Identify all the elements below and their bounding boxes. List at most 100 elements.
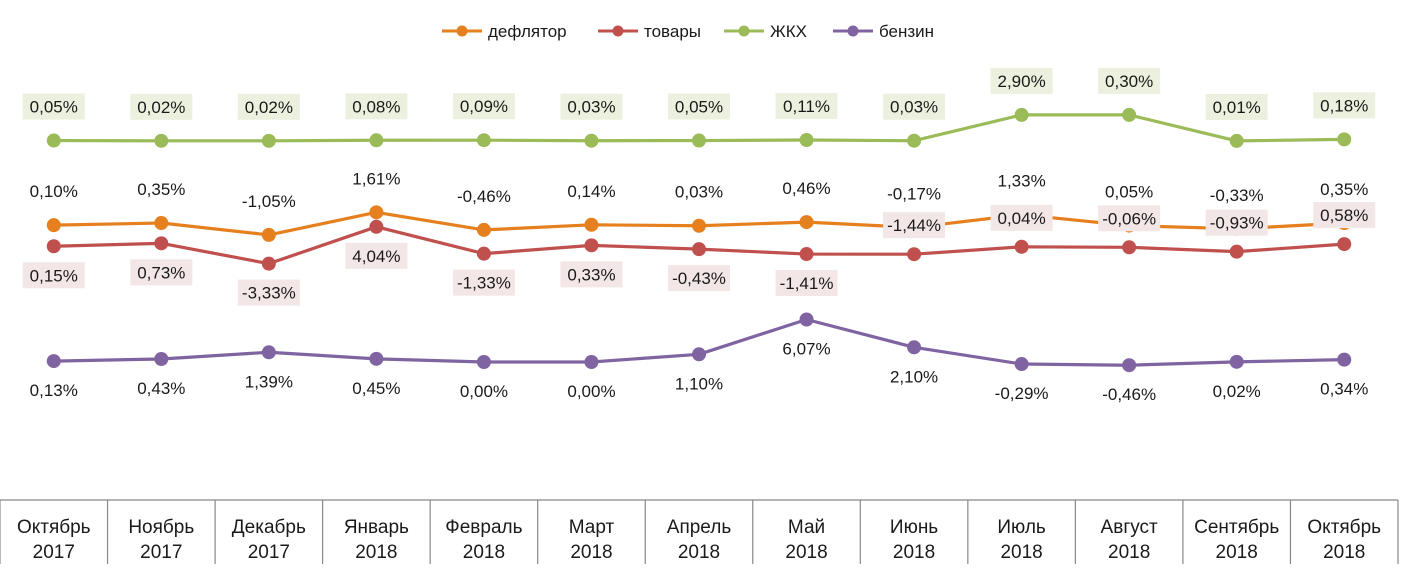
legend-label-goods: товары <box>644 22 701 41</box>
label-box-goods <box>130 259 193 286</box>
legend-marker-housing <box>738 25 750 37</box>
x-tick-year: 2018 <box>785 542 827 563</box>
point-gasoline <box>584 355 599 369</box>
x-tick-year: 2018 <box>1000 542 1042 563</box>
x-tick-month: Октябрь <box>1307 517 1381 538</box>
label-box-housing <box>775 93 838 120</box>
point-goods <box>1122 240 1137 255</box>
point-housing <box>907 133 922 148</box>
data-label-deflator: 0,46% <box>782 179 830 198</box>
label-box-housing <box>883 93 946 120</box>
data-label-gasoline: -0,29% <box>995 384 1049 403</box>
x-tick-month: Июнь <box>890 517 938 538</box>
x-tick-year: 2018 <box>1108 542 1150 563</box>
data-label-gasoline: 0,43% <box>137 379 185 398</box>
label-box-housing <box>345 93 408 120</box>
x-tick-month: Май <box>788 517 825 538</box>
data-label-goods: -0,93% <box>1210 214 1264 233</box>
x-tick-year: 2018 <box>463 542 505 563</box>
point-deflator <box>476 222 491 237</box>
x-tick-month: Январь <box>344 517 409 538</box>
label-box-goods <box>237 279 300 306</box>
point-gasoline <box>907 340 922 355</box>
label-box-goods <box>345 242 408 269</box>
label-box-housing <box>452 93 515 120</box>
point-goods <box>1337 237 1352 252</box>
point-deflator <box>369 205 384 220</box>
point-goods <box>369 219 384 234</box>
point-gasoline <box>692 347 706 362</box>
legend-marker-goods <box>612 25 624 37</box>
data-label-gasoline: -0,46% <box>1102 385 1156 404</box>
x-tick-month: Август <box>1101 517 1158 538</box>
data-label-goods: -0,06% <box>1102 209 1156 228</box>
legend-label-deflator: дефлятор <box>488 22 567 41</box>
data-label-deflator: -0,46% <box>457 187 511 206</box>
label-box-housing <box>1098 67 1161 94</box>
point-housing <box>799 133 814 148</box>
point-gasoline <box>476 355 491 369</box>
data-label-goods: 0,04% <box>998 209 1046 228</box>
label-box-housing <box>22 93 85 120</box>
point-gasoline <box>369 351 384 366</box>
x-tick-year: 2018 <box>893 542 935 563</box>
data-label-housing: 0,03% <box>890 98 938 117</box>
point-housing <box>476 133 491 148</box>
data-label-housing: 0,05% <box>675 98 723 117</box>
point-deflator <box>261 227 276 242</box>
x-tick-year: 2018 <box>678 542 720 563</box>
data-label-gasoline: 0,00% <box>567 382 615 401</box>
data-label-gasoline: 0,13% <box>30 381 78 400</box>
point-housing <box>692 133 706 148</box>
point-deflator <box>799 215 814 230</box>
x-tick-month: Март <box>569 517 615 538</box>
data-label-goods: 0,33% <box>567 265 615 284</box>
series-lines <box>46 107 1352 373</box>
point-goods <box>584 238 599 253</box>
x-tick-year: 2018 <box>355 542 397 563</box>
x-tick-month: Ноябрь <box>128 517 194 538</box>
data-label-deflator: 1,61% <box>352 169 400 188</box>
point-goods <box>907 247 922 262</box>
point-housing <box>369 133 384 148</box>
data-label-gasoline: 2,10% <box>890 367 938 386</box>
x-tick-year: 2017 <box>140 542 182 563</box>
data-label-deflator: -1,05% <box>242 192 296 211</box>
x-tick-year: 2017 <box>248 542 290 563</box>
point-goods <box>154 236 169 251</box>
point-housing <box>1014 107 1029 122</box>
x-tick-month: Сентябрь <box>1194 517 1279 538</box>
data-label-deflator: 0,14% <box>567 182 615 201</box>
label-box-housing <box>990 67 1053 94</box>
data-label-deflator: 0,35% <box>1320 180 1368 199</box>
point-gasoline <box>1014 357 1029 372</box>
point-gasoline <box>1122 358 1137 373</box>
point-deflator <box>46 218 61 233</box>
data-label-housing: 0,30% <box>1105 72 1153 91</box>
x-tick-year: 2018 <box>1216 542 1258 563</box>
label-box-goods <box>1313 202 1376 229</box>
point-deflator <box>154 216 169 231</box>
data-label-housing: 0,02% <box>245 98 293 117</box>
data-label-deflator: -0,33% <box>1210 186 1264 205</box>
data-label-goods: 4,04% <box>352 247 400 266</box>
point-housing <box>1229 133 1244 148</box>
data-label-housing: 0,05% <box>30 98 78 117</box>
label-box-goods <box>1205 209 1268 236</box>
data-label-gasoline: 0,45% <box>352 379 400 398</box>
x-tick-year: 2017 <box>33 542 75 563</box>
data-label-gasoline: 0,02% <box>1213 382 1261 401</box>
label-box-goods <box>775 270 838 297</box>
label-box-housing <box>560 93 623 120</box>
point-deflator <box>584 217 599 232</box>
point-housing <box>154 133 169 148</box>
data-label-deflator: -0,17% <box>887 184 941 203</box>
label-box-goods <box>452 269 515 296</box>
point-deflator <box>692 218 706 233</box>
point-housing <box>1337 132 1352 147</box>
point-gasoline <box>1229 354 1244 369</box>
data-label-deflator: 0,10% <box>30 182 78 201</box>
data-label-deflator: 0,05% <box>1105 183 1153 202</box>
data-label-housing: 0,18% <box>1320 96 1368 115</box>
